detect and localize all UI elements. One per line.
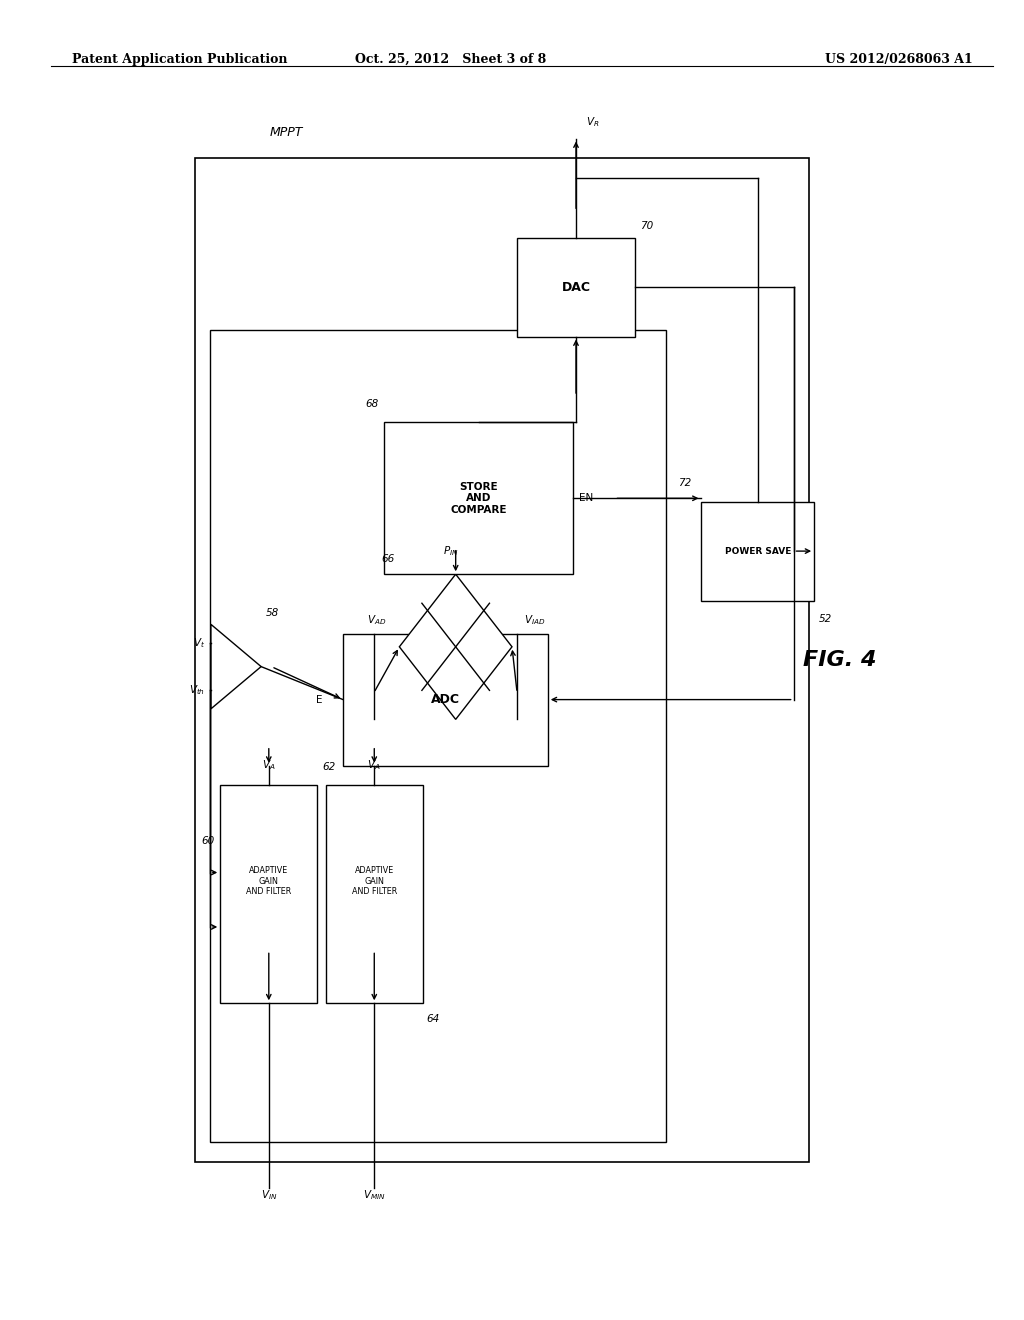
Text: FIG. 4: FIG. 4	[803, 649, 877, 671]
Text: 62: 62	[323, 762, 336, 772]
Text: $V_R$: $V_R$	[586, 116, 600, 129]
Text: 66: 66	[381, 553, 394, 564]
Bar	[210, 330, 666, 1142]
Text: MPPT: MPPT	[270, 125, 303, 139]
Bar	[195, 158, 809, 1162]
Text: 72: 72	[678, 478, 691, 488]
Text: ADAPTIVE
GAIN
AND FILTER: ADAPTIVE GAIN AND FILTER	[351, 866, 397, 896]
Text: $V_t$: $V_t$	[193, 636, 205, 651]
Polygon shape	[211, 624, 261, 709]
Bar	[701, 502, 814, 601]
Bar	[343, 634, 548, 766]
Text: Oct. 25, 2012   Sheet 3 of 8: Oct. 25, 2012 Sheet 3 of 8	[355, 53, 546, 66]
Text: 64: 64	[426, 1014, 439, 1024]
Text: $P_{IN}$: $P_{IN}$	[442, 545, 459, 558]
Text: DAC: DAC	[561, 281, 591, 293]
Text: 68: 68	[366, 399, 379, 409]
Text: ADAPTIVE
GAIN
AND FILTER: ADAPTIVE GAIN AND FILTER	[246, 866, 292, 896]
Bar	[517, 238, 635, 337]
Text: POWER SAVE: POWER SAVE	[725, 546, 791, 556]
Text: 58: 58	[266, 607, 280, 618]
Text: $V_{AD}$: $V_{AD}$	[368, 614, 386, 627]
Text: Patent Application Publication: Patent Application Publication	[72, 53, 287, 66]
Text: STORE
AND
COMPARE: STORE AND COMPARE	[451, 482, 507, 515]
Text: $V_{IAD}$: $V_{IAD}$	[524, 614, 545, 627]
Text: 70: 70	[640, 220, 653, 231]
Text: 52: 52	[819, 614, 833, 624]
Text: $V_{MIN}$: $V_{MIN}$	[362, 1188, 386, 1201]
Bar	[326, 785, 423, 1003]
Polygon shape	[399, 574, 512, 719]
Text: EN: EN	[579, 494, 593, 503]
Text: $V_A$: $V_A$	[368, 759, 381, 772]
Text: $V_{IN}$: $V_{IN}$	[260, 1188, 278, 1201]
Bar	[384, 422, 573, 574]
Text: 60: 60	[202, 837, 215, 846]
Text: E: E	[316, 694, 323, 705]
Text: US 2012/0268063 A1: US 2012/0268063 A1	[825, 53, 973, 66]
Text: ADC: ADC	[431, 693, 460, 706]
Text: $V_{th}$: $V_{th}$	[188, 682, 205, 697]
Text: $V_A$: $V_A$	[262, 759, 275, 772]
Bar	[220, 785, 317, 1003]
